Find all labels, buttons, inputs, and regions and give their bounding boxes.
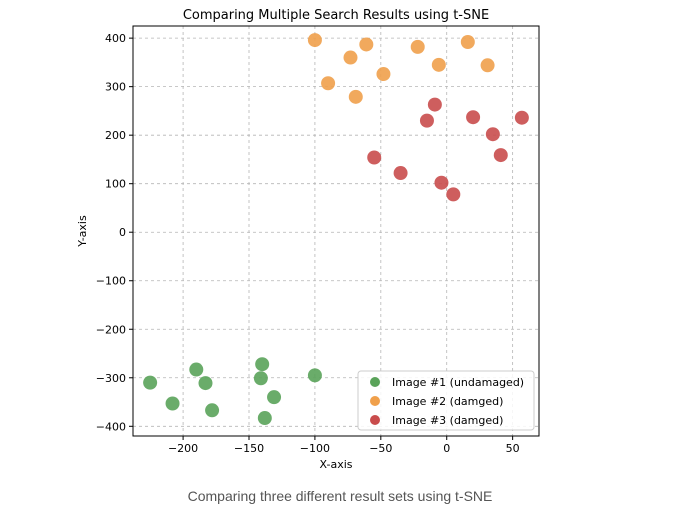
data-point-series-1 — [267, 390, 282, 405]
figure-caption: Comparing three different result sets us… — [187, 488, 493, 504]
x-tick-label: 0 — [443, 442, 450, 455]
data-point-series-3 — [493, 148, 508, 163]
plot-frame — [132, 25, 540, 437]
legend-marker-series-1 — [370, 377, 380, 387]
x-axis-label: X-axis — [320, 458, 353, 470]
axis-ticks: −200 −150 −100 −50 0 50 −400 −300 −200 −100 0 100 20… — [96, 32, 520, 455]
x-tick-label: −200 — [168, 442, 198, 455]
data-point-series-3 — [434, 175, 449, 190]
data-point-series-2 — [307, 33, 322, 48]
data-point-series-2 — [321, 76, 336, 91]
x-tick-label: −150 — [234, 442, 264, 455]
data-point-series-3 — [393, 166, 408, 181]
y-tick-label: 400 — [105, 32, 126, 45]
y-tick-label: 200 — [105, 129, 126, 142]
y-tick-label: −200 — [96, 323, 126, 336]
y-tick-label: 0 — [119, 226, 126, 239]
data-point-series-3 — [485, 127, 500, 142]
data-point-series-1 — [257, 411, 272, 426]
data-point-series-1 — [307, 368, 322, 383]
data-point-series-2 — [348, 89, 363, 104]
data-point-series-2 — [359, 37, 374, 52]
data-point-series-1 — [205, 403, 220, 418]
x-tick-label: −50 — [369, 442, 392, 455]
data-point-series-2 — [460, 35, 475, 50]
data-point-series-2 — [410, 39, 425, 54]
y-tick-label: −300 — [96, 372, 126, 385]
data-point-series-1 — [189, 362, 204, 377]
legend: Image #1 (undamaged) Image #2 (damged) Ima… — [357, 370, 535, 431]
legend-marker-series-3 — [370, 415, 380, 425]
data-point-series-3 — [367, 150, 382, 165]
data-point-series-2 — [431, 57, 446, 72]
legend-marker-series-2 — [370, 396, 380, 406]
legend-box — [357, 370, 535, 431]
data-point-series-1 — [253, 371, 268, 386]
data-point-series-3 — [514, 110, 529, 125]
scatter-plot: Comparing Multiple Search Results using … — [76, 8, 540, 470]
y-axis-label: Y-axis — [76, 215, 89, 248]
data-point-series-1 — [143, 375, 158, 390]
y-tick-label: −400 — [96, 420, 126, 433]
y-tick-label: 300 — [105, 81, 126, 94]
data-point-series-2 — [480, 58, 495, 73]
data-point-series-2 — [376, 67, 391, 82]
legend-label-series-2: Image #2 (damged) — [392, 395, 503, 408]
chart-title: Comparing Multiple Search Results using … — [183, 8, 489, 23]
data-point-series-3 — [427, 97, 442, 112]
x-tick-label: 50 — [506, 442, 520, 455]
y-tick-label: 100 — [105, 178, 126, 191]
data-point-series-3 — [446, 187, 461, 202]
data-point-series-2 — [343, 50, 358, 65]
data-point-series-1 — [165, 396, 180, 411]
legend-label-series-3: Image #3 (damged) — [392, 414, 503, 427]
data-point-series-3 — [466, 110, 481, 125]
data-point-series-1 — [255, 357, 270, 372]
data-point-series-1 — [198, 376, 213, 391]
legend-label-series-1: Image #1 (undamaged) — [392, 376, 524, 389]
data-points — [143, 33, 529, 426]
data-point-series-3 — [419, 113, 434, 128]
x-tick-label: −100 — [300, 442, 330, 455]
y-tick-label: −100 — [96, 275, 126, 288]
